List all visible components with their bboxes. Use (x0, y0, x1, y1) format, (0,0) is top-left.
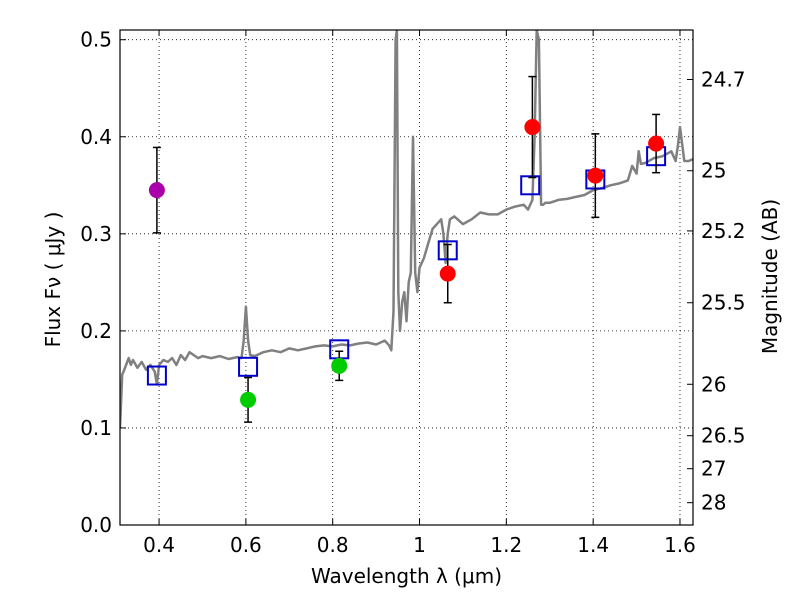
data-point (524, 119, 541, 136)
right-axis-title: Magnitude (AB) (758, 199, 782, 354)
model-point (146, 365, 167, 386)
y-tick-label: 0.1 (80, 416, 112, 440)
y-tick-label: 0.2 (80, 319, 112, 343)
x-tick-label: 0.4 (143, 533, 175, 557)
spectrum-series (120, 30, 693, 428)
x-tick-label: 0.8 (317, 533, 349, 557)
observed-points-series (148, 119, 665, 408)
tick-labels: 0.4 0.6 0.8 1 1.2 1.4 1.6 0.0 0.1 0.2 0.3 0.4 0.5 24.… (80, 28, 745, 557)
x-tick-label: 1.4 (577, 533, 609, 557)
grid-lines (120, 30, 693, 526)
right-tick-label: 27 (701, 457, 726, 481)
model-point (520, 175, 541, 196)
right-tick-label: 25.5 (701, 291, 746, 315)
x-axis-title: Wavelength λ (μm) (311, 564, 502, 588)
data-point (439, 265, 456, 282)
data-point (240, 391, 257, 408)
spectrum-line (120, 30, 693, 428)
right-tick-label: 28 (701, 491, 726, 515)
y-tick-label: 0.0 (80, 513, 112, 537)
data-point (648, 135, 665, 152)
data-point (587, 167, 604, 184)
right-tick-label: 24.7 (701, 68, 746, 92)
model-point (238, 356, 259, 377)
plot-frame (119, 29, 694, 526)
x-tick-label: 1.2 (490, 533, 522, 557)
data-point (148, 182, 165, 199)
right-tick-label: 25.2 (701, 219, 746, 243)
axis-ticks (120, 30, 693, 526)
y-tick-label: 0.4 (80, 125, 112, 149)
right-tick-label: 26 (701, 372, 726, 396)
data-point (331, 357, 348, 374)
x-tick-label: 0.6 (230, 533, 262, 557)
x-tick-label: 1.6 (664, 533, 696, 557)
x-tick-label: 1 (413, 533, 426, 557)
y-tick-label: 0.3 (80, 222, 112, 246)
right-tick-label: 25 (701, 159, 726, 183)
right-tick-label: 26.5 (701, 424, 746, 448)
y-tick-label: 0.5 (80, 28, 112, 52)
y-axis-title: Flux Fν ( μJy ) (41, 212, 65, 348)
